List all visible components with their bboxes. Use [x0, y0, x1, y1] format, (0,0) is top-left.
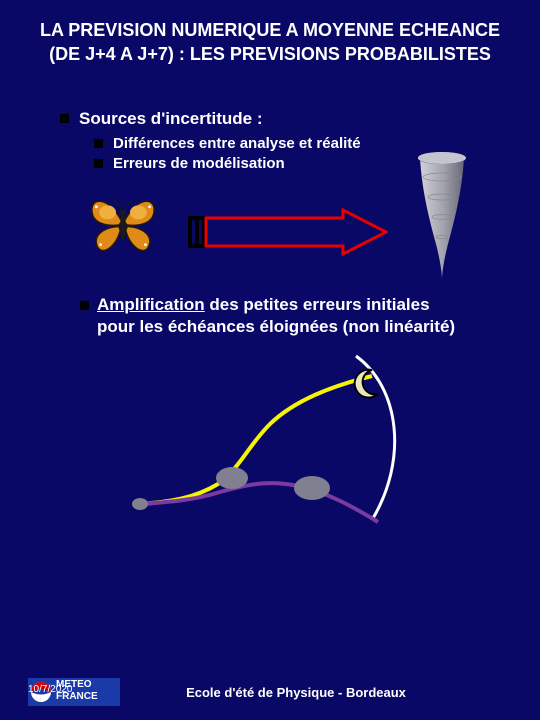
divergence-curves — [100, 350, 440, 530]
bullet-icon — [80, 301, 89, 310]
meteo-france-logo: METEO FRANCE 10/7/2020 — [28, 678, 120, 706]
arrow-icon — [188, 208, 388, 261]
butterfly-effect-graphic — [28, 180, 512, 290]
bullet-icon — [94, 159, 103, 168]
footer-date: 10/7/2020 — [28, 684, 73, 695]
footer-caption: Ecole d'été de Physique - Bordeaux — [80, 685, 512, 700]
section1-heading: Sources d'incertitude : — [79, 109, 263, 129]
section1-item: Différences entre analyse et réalité — [113, 135, 361, 152]
amplification-text: Amplification des petites erreurs initia… — [97, 294, 470, 338]
section1-item: Erreurs de modélisation — [113, 155, 285, 172]
amp-underlined: Amplification — [97, 295, 205, 314]
slide-title: LA PREVISION NUMERIQUE A MOYENNE ECHEANC… — [28, 18, 512, 67]
butterfly-icon — [88, 190, 158, 260]
slide-footer: METEO FRANCE 10/7/2020 Ecole d'été de Ph… — [0, 678, 540, 706]
bullet-icon — [94, 139, 103, 148]
tornado-icon — [416, 152, 468, 287]
section-amplification: Amplification des petites erreurs initia… — [80, 294, 470, 338]
bullet-icon — [60, 114, 69, 123]
